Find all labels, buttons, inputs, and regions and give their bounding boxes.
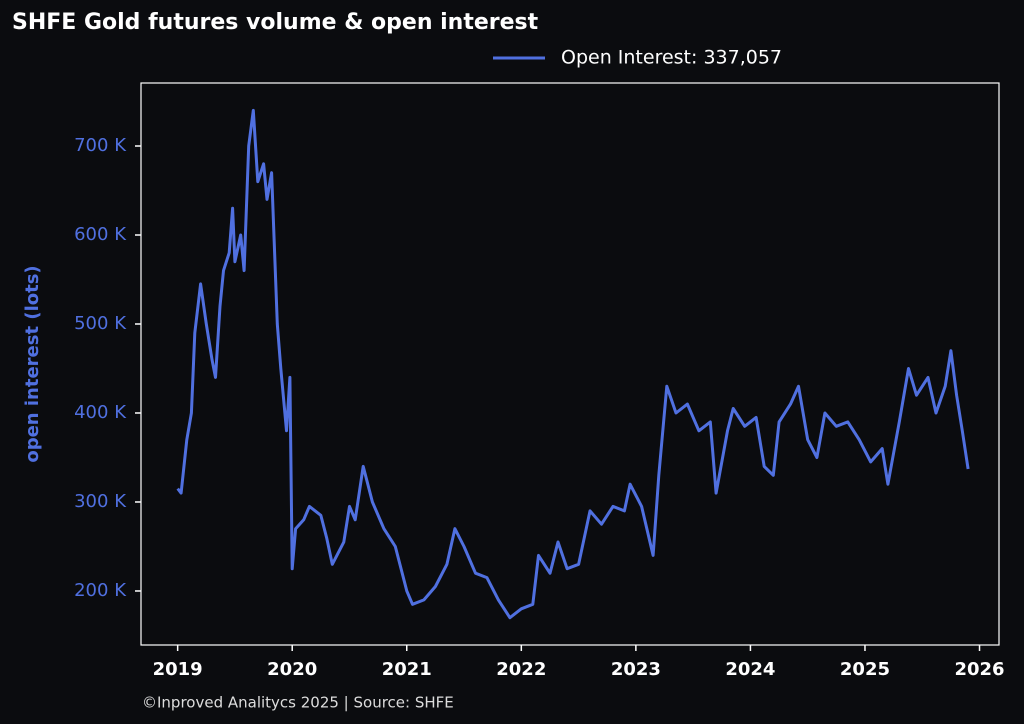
x-tick-label: 2024 [725, 659, 775, 680]
footer: ©Inproved Analitycs 2025 | Source: SHFE [142, 694, 454, 712]
y-tick-label: 200 K [74, 580, 127, 601]
x-tick-label: 2023 [611, 659, 661, 680]
y-tick-label: 300 K [74, 491, 127, 512]
x-tick-label: 2021 [382, 659, 432, 680]
y-tick-label: 700 K [74, 135, 127, 156]
x-tick-label: 2025 [840, 659, 890, 680]
y-axis-label: open interest (lots) [22, 265, 43, 462]
data-line [176, 108, 970, 620]
x-tick-label: 2020 [267, 659, 317, 680]
plot-frame [140, 82, 1000, 646]
x-tick-label: 2019 [153, 659, 203, 680]
x-tick-label: 2026 [954, 659, 1004, 680]
y-tick-label: 400 K [74, 402, 127, 423]
x-tick-label: 2022 [496, 659, 546, 680]
y-tick-label: 600 K [74, 224, 127, 245]
y-tick-label: 500 K [74, 313, 127, 334]
legend-label: Open Interest: 337,057 [561, 47, 782, 69]
chart-title: SHFE Gold futures volume & open interest [12, 10, 539, 35]
